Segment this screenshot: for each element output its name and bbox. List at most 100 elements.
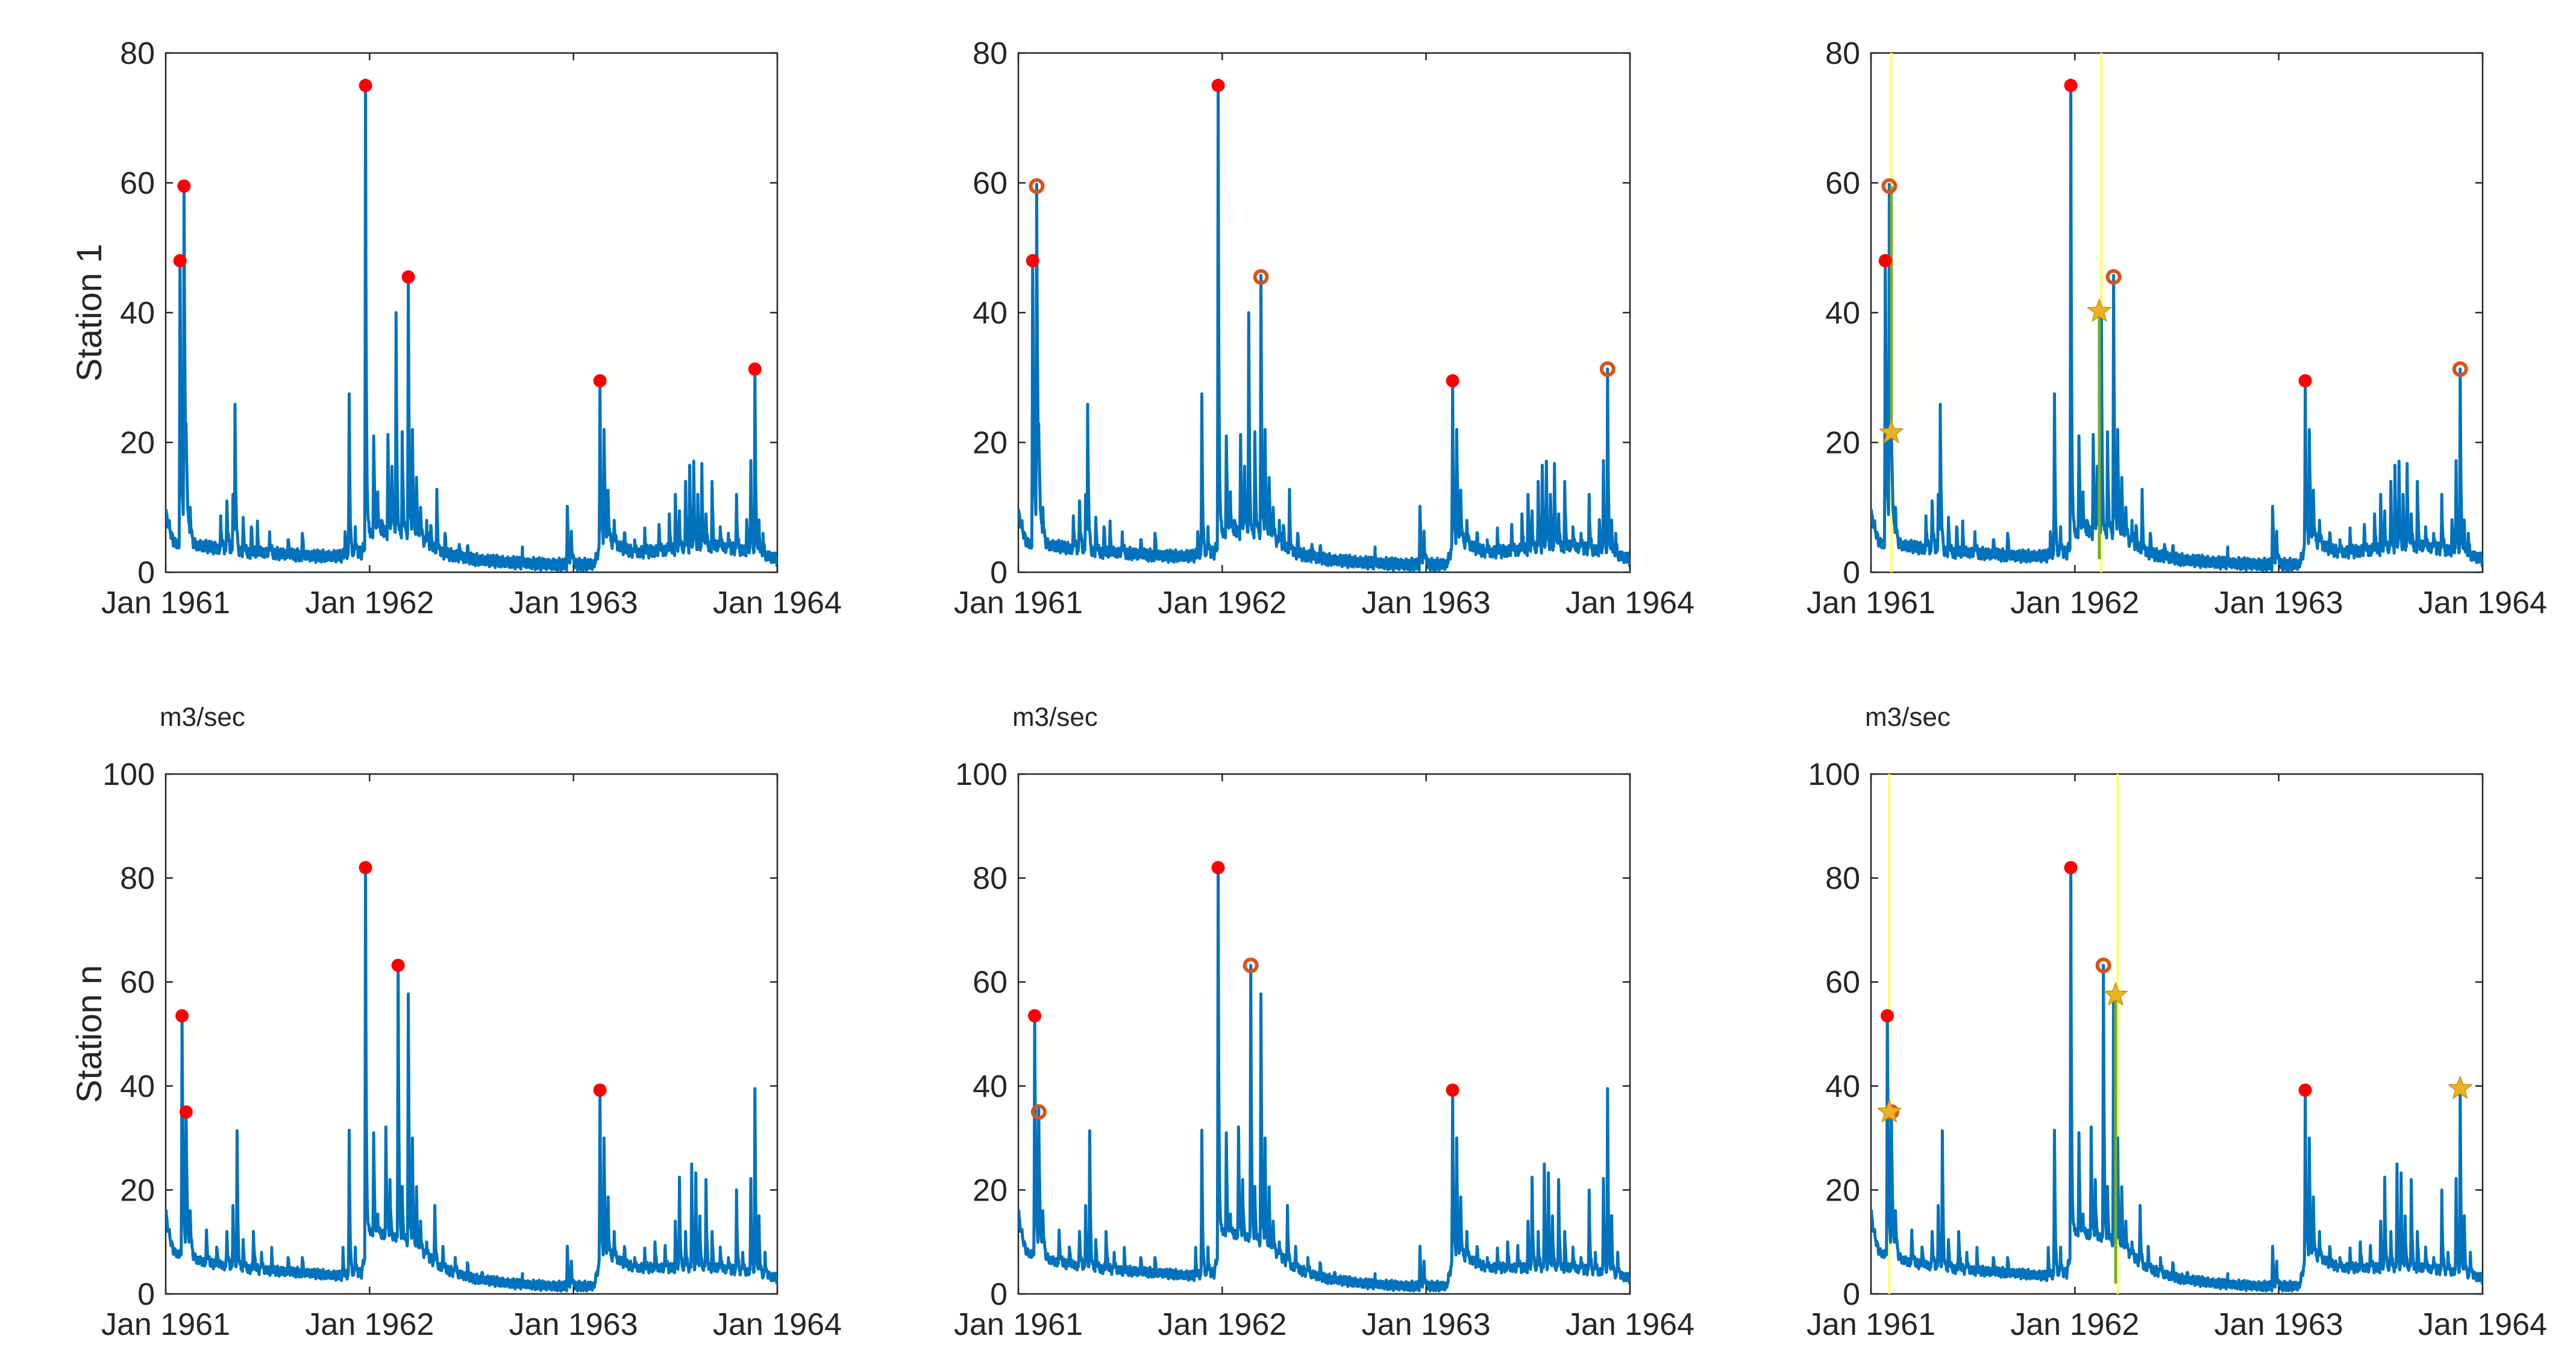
subplot-r1-c2: 0 20 40 60 80 Jan 1961 Jan 1962 Jan 1963 Jan 196…: [954, 36, 1694, 620]
y-tick-label: 0: [1843, 1277, 1860, 1312]
y-tick-label: 80: [973, 861, 1008, 896]
unit-label: m3/sec: [1012, 702, 1098, 732]
y-tick-label: 40: [1825, 296, 1860, 331]
flow-series-line: [166, 861, 777, 1293]
peak-marker-filled: [391, 958, 405, 972]
x-tick-label: Jan 1961: [954, 586, 1083, 620]
x-tick-label: Jan 1963: [509, 1307, 638, 1342]
y-tick-label: 60: [120, 166, 155, 201]
peak-marker-star: [2102, 981, 2129, 1006]
y-tick-label: 0: [137, 1277, 155, 1312]
y-tick-label: 20: [120, 426, 155, 461]
plot-area: [166, 78, 777, 572]
y-tick-label: 0: [1843, 555, 1860, 590]
x-tick-label: Jan 1961: [101, 1307, 230, 1342]
peak-marker-star: [2086, 298, 2113, 322]
subplot-r2-c2: 0 20 40 60 80 100 Jan 1961 Jan 1962 Jan 1963 Jan …: [954, 702, 1694, 1342]
x-tick-label: Jan 1962: [305, 586, 434, 620]
y-tick-label: 20: [973, 1173, 1008, 1208]
peak-marker-filled: [1028, 1009, 1042, 1023]
x-tick-label: Jan 1962: [1158, 1307, 1286, 1342]
peak-marker-star: [2447, 1075, 2473, 1100]
x-tick-label: Jan 1964: [1565, 1307, 1694, 1342]
x-tick-label: Jan 1963: [509, 586, 638, 620]
flow-series-line: [1871, 78, 2483, 572]
peak-marker-filled: [359, 78, 372, 92]
x-tick-label: Jan 1961: [1807, 586, 1935, 620]
peak-marker-open: [1030, 1104, 1047, 1120]
peak-marker-star: [1878, 419, 1904, 444]
y-tick-label: 60: [973, 166, 1008, 201]
subplot-r2-c3: 0 20 40 60 80 100 Jan 1961 Jan 1962 Jan 1963 Jan …: [1807, 702, 2547, 1342]
x-tick-label: Jan 1963: [2214, 586, 2343, 620]
peak-marker-filled: [2064, 861, 2078, 875]
x-tick-label: Jan 1962: [305, 1307, 434, 1342]
y-tick-label: 40: [1825, 1069, 1860, 1104]
x-tick-label: Jan 1963: [1362, 586, 1491, 620]
peak-marker-filled: [1878, 254, 1892, 267]
peak-marker-filled: [593, 374, 607, 388]
peak-marker-filled: [1446, 1083, 1459, 1097]
y-tick-label: 80: [973, 36, 1008, 71]
peak-marker-filled: [1446, 374, 1459, 388]
y-tick-label: 20: [1825, 1173, 1860, 1208]
y-tick-label: 60: [1825, 965, 1860, 1000]
axes-box: [1017, 52, 1631, 573]
peak-marker-filled: [2064, 78, 2078, 92]
unit-label: m3/sec: [1865, 702, 1951, 732]
peak-marker-open: [2452, 361, 2468, 377]
peak-marker-filled: [179, 1105, 193, 1119]
axes-box: [165, 773, 779, 1295]
peak-marker-filled: [359, 861, 372, 875]
peak-marker-open: [1253, 269, 1269, 285]
x-tick-label: Jan 1964: [1565, 586, 1694, 620]
axes-box: [1870, 773, 2484, 1295]
y-tick-label: 20: [120, 1173, 155, 1208]
x-tick-label: Jan 1961: [1807, 1307, 1935, 1342]
x-tick-label: Jan 1961: [101, 586, 230, 620]
peak-marker-filled: [1211, 861, 1225, 875]
peak-marker-filled: [401, 270, 415, 284]
peak-marker-star: [1876, 1098, 1902, 1123]
flow-series-line: [1018, 861, 1630, 1293]
y-axis-label: Station n: [70, 965, 109, 1103]
plot-area: [1871, 774, 2483, 1294]
peak-marker-filled: [177, 179, 191, 193]
plot-area: [1018, 78, 1630, 572]
y-axis-label: Station 1: [70, 244, 109, 382]
y-tick-label: 0: [137, 555, 155, 590]
x-tick-label: Jan 1964: [2418, 586, 2547, 620]
peak-marker-open: [2105, 269, 2122, 285]
flow-series-line: [1018, 78, 1630, 572]
x-tick-label: Jan 1962: [2010, 586, 2139, 620]
y-tick-label: 0: [990, 555, 1008, 590]
axes-box: [165, 52, 779, 573]
peak-marker-filled: [1881, 1009, 1894, 1023]
y-tick-label: 60: [120, 965, 155, 1000]
peak-marker-filled: [173, 254, 187, 267]
peak-marker-filled: [2298, 1083, 2312, 1097]
subplot-r1-c1: 0 20 40 60 80 Jan 1961 Jan 1962 Jan 1963 Jan 196…: [70, 36, 842, 620]
flow-series-line: [166, 78, 777, 572]
unit-label: m3/sec: [160, 702, 245, 732]
y-tick-label: 20: [1825, 426, 1860, 461]
y-tick-label: 0: [990, 1277, 1008, 1312]
y-tick-label: 100: [1808, 757, 1860, 792]
x-tick-label: Jan 1964: [713, 586, 842, 620]
y-tick-label: 20: [973, 426, 1008, 461]
peak-marker-open: [1243, 957, 1259, 973]
y-tick-label: 40: [973, 1069, 1008, 1104]
peak-marker-filled: [593, 1083, 607, 1097]
peak-marker-filled: [1026, 254, 1039, 267]
y-tick-label: 60: [973, 965, 1008, 1000]
flow-series-line: [1871, 861, 2483, 1293]
plot-area: [1018, 861, 1630, 1293]
subplot-r1-c3: 0 20 40 60 80 Jan 1961 Jan 1962 Jan 1963 Jan 196…: [1807, 36, 2547, 620]
peak-marker-open: [1029, 178, 1045, 194]
y-tick-label: 40: [120, 296, 155, 331]
peak-marker-filled: [175, 1009, 189, 1023]
x-tick-label: Jan 1964: [713, 1307, 842, 1342]
y-tick-label: 100: [955, 757, 1008, 792]
y-tick-label: 80: [1825, 861, 1860, 896]
